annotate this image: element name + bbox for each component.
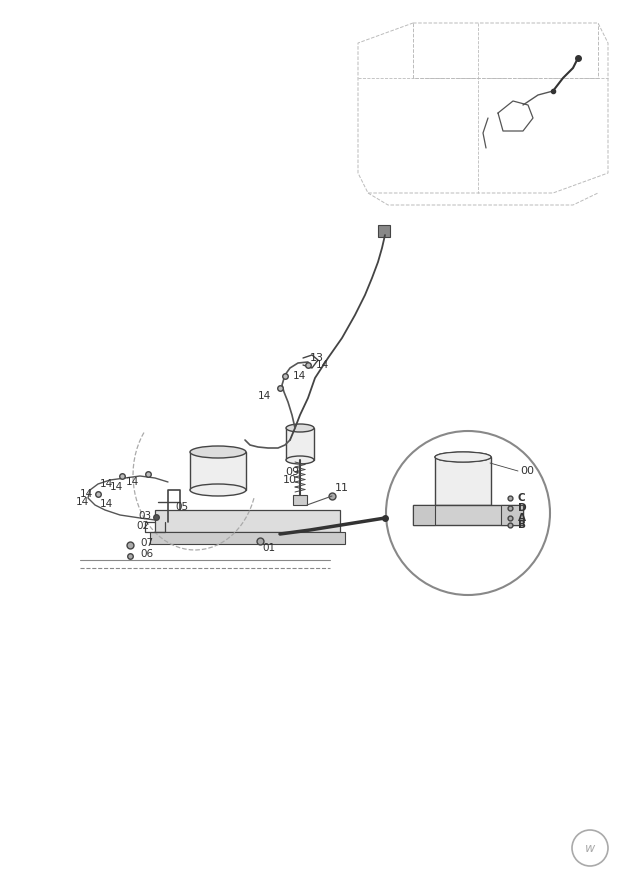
Text: 03: 03 [138, 511, 151, 521]
Ellipse shape [435, 452, 491, 462]
Ellipse shape [286, 456, 314, 464]
Bar [150, 532, 345, 544]
Text: w: w [585, 842, 595, 855]
Text: B: B [518, 520, 526, 530]
Ellipse shape [286, 424, 314, 432]
Text: 14: 14 [258, 391, 272, 401]
Circle shape [386, 431, 550, 595]
Ellipse shape [190, 484, 246, 496]
Text: A: A [518, 513, 526, 523]
Text: 00: 00 [520, 466, 534, 476]
Bar [155, 510, 340, 532]
Bar [413, 505, 523, 525]
Ellipse shape [190, 446, 246, 458]
Ellipse shape [435, 452, 491, 462]
Text: 14: 14 [80, 489, 93, 499]
Bar [435, 457, 491, 505]
Text: 05: 05 [175, 502, 188, 512]
Text: 11: 11 [335, 483, 349, 493]
Text: 13: 13 [310, 353, 324, 363]
Bar [286, 428, 314, 460]
Bar [413, 505, 435, 525]
Text: 09: 09 [285, 467, 299, 477]
Bar [293, 495, 307, 505]
Text: 14: 14 [293, 371, 306, 381]
Bar [190, 452, 246, 490]
Text: 14: 14 [110, 482, 123, 492]
Text: 10: 10 [283, 475, 297, 485]
Bar [378, 225, 390, 237]
Text: 06: 06 [140, 549, 153, 559]
Text: 01: 01 [262, 543, 275, 553]
Text: 14: 14 [100, 479, 113, 489]
Text: C: C [518, 493, 526, 503]
Text: 14: 14 [126, 477, 140, 487]
Text: 14: 14 [100, 499, 113, 509]
Text: D: D [518, 503, 526, 513]
Text: 02: 02 [136, 521, 149, 531]
Circle shape [572, 830, 608, 866]
Text: 07: 07 [140, 538, 153, 548]
Text: 14: 14 [76, 497, 89, 507]
Bar [501, 505, 523, 525]
Text: 14: 14 [316, 360, 329, 370]
